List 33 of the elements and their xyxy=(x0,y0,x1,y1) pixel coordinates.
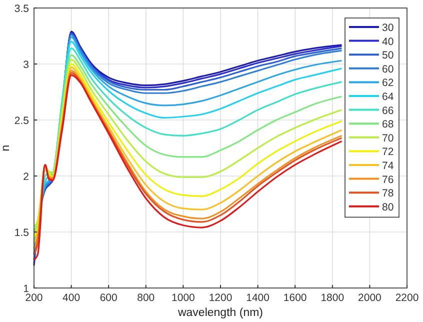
legend-label: 80 xyxy=(382,201,394,214)
legend-label: 70 xyxy=(382,132,394,144)
y-axis-title: n xyxy=(0,144,12,152)
y-tick-label: 1.5 xyxy=(14,227,30,239)
x-tick-label: 2200 xyxy=(395,292,419,304)
legend-label: 74 xyxy=(382,160,394,172)
x-tick-label: 2000 xyxy=(358,292,382,304)
x-tick-label: 1000 xyxy=(172,292,196,304)
legend-label: 66 xyxy=(382,104,394,117)
y-tick-label: 1 xyxy=(23,283,30,295)
legend-label: 50 xyxy=(382,50,394,62)
x-axis-title: wavelength (nm) xyxy=(176,307,264,319)
legend-label: 62 xyxy=(382,77,394,90)
x-tick-label: 800 xyxy=(137,292,155,304)
legend-label: 60 xyxy=(382,63,394,76)
x-tick-label: 1400 xyxy=(246,292,270,304)
legend-label: 76 xyxy=(382,174,394,186)
x-tick-label: 1200 xyxy=(208,292,232,304)
legend-label: 78 xyxy=(382,188,394,200)
x-tick-label: 1800 xyxy=(320,292,344,304)
x-tick-label: 600 xyxy=(100,292,118,304)
x-tick-label: 400 xyxy=(62,292,80,304)
x-tick-label: 200 xyxy=(25,292,43,304)
y-tick-label: 2 xyxy=(23,171,30,183)
legend-label: 40 xyxy=(382,36,394,48)
y-tick-label: 3.5 xyxy=(14,3,30,15)
y-tick-label: 3 xyxy=(23,59,30,71)
legend-label: 30 xyxy=(382,22,394,34)
x-tick-label: 1600 xyxy=(283,292,307,304)
legend-label: 72 xyxy=(382,146,394,158)
legend-label: 64 xyxy=(382,91,394,103)
y-tick-label: 2.5 xyxy=(14,115,30,127)
legend-label: 68 xyxy=(382,118,394,131)
